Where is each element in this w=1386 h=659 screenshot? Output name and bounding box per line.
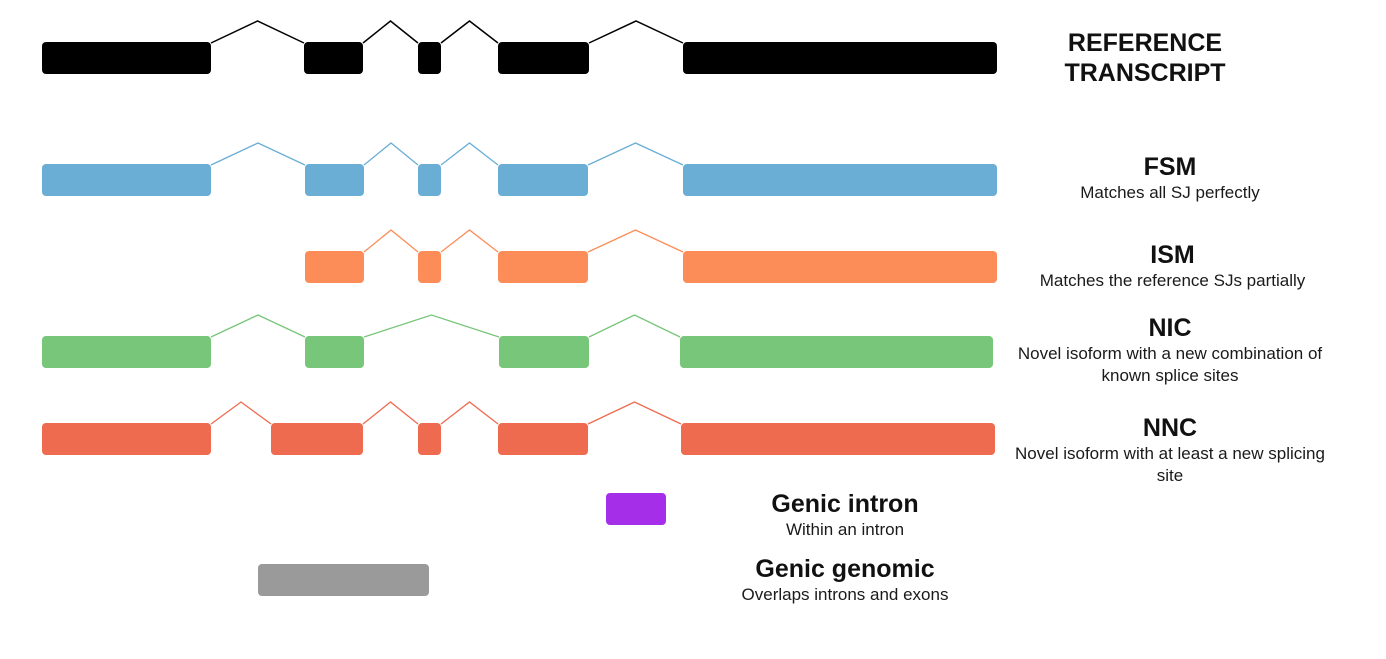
ism-exon-3 xyxy=(498,251,588,283)
ism-intron-2 xyxy=(440,229,499,253)
nnc-description: Novel isoform with at least a new splici… xyxy=(1015,444,1325,485)
fsm-exon-2 xyxy=(305,164,364,196)
fsm-intron-1 xyxy=(210,142,306,166)
genic-intron-exon xyxy=(606,493,666,525)
ism-intron-3 xyxy=(587,229,684,253)
reference-exon-2 xyxy=(304,42,363,74)
genic-genomic-title: Genic genomic xyxy=(755,555,935,583)
nnc-intron-4 xyxy=(587,401,682,425)
nic-exon-1 xyxy=(42,336,211,368)
genic-intron-title: Genic intron xyxy=(771,490,919,518)
nnc-title: NNC xyxy=(1142,414,1198,442)
track-ism xyxy=(305,229,997,283)
fsm-exon-3 xyxy=(418,164,441,196)
ism-title: ISM xyxy=(1150,241,1195,269)
reference-intron-4 xyxy=(588,20,684,44)
nic-description: Novel isoform with a new combination of … xyxy=(1017,344,1323,385)
reference-exon-4 xyxy=(498,42,589,74)
reference-intron-3 xyxy=(440,20,499,44)
nnc-intron-2 xyxy=(362,401,419,425)
genic-genomic-description: Overlaps introns and exons xyxy=(741,585,949,604)
fsm-intron-3 xyxy=(440,142,499,166)
track-reference xyxy=(42,20,997,74)
nnc-exon-2 xyxy=(271,423,363,455)
fsm-intron-4 xyxy=(587,142,684,166)
nic-title: NIC xyxy=(1148,314,1192,342)
genic-intron-description: Within an intron xyxy=(785,520,905,539)
genic-genomic-label: Genic genomic Overlaps introns and exons xyxy=(690,554,1000,606)
track-fsm xyxy=(42,142,997,196)
reference-transcript-label: REFERENCE TRANSCRIPT xyxy=(1030,28,1260,88)
track-nnc xyxy=(42,401,995,455)
nnc-exon-5 xyxy=(681,423,995,455)
track-genic-genomic xyxy=(258,564,429,596)
nic-exon-4 xyxy=(680,336,993,368)
fsm-exon-4 xyxy=(498,164,588,196)
fsm-description: Matches all SJ perfectly xyxy=(1080,183,1260,202)
fsm-label: FSM Matches all SJ perfectly xyxy=(1030,152,1310,204)
fsm-intron-2 xyxy=(363,142,419,166)
nic-intron-3 xyxy=(588,314,681,338)
genic-intron-label: Genic intron Within an intron xyxy=(720,489,970,541)
nnc-exon-1 xyxy=(42,423,211,455)
reference-exon-3 xyxy=(418,42,441,74)
nnc-exon-3 xyxy=(418,423,441,455)
ism-exon-1 xyxy=(305,251,364,283)
ism-intron-1 xyxy=(363,229,419,253)
reference-exon-1 xyxy=(42,42,211,74)
nnc-label: NNC Novel isoform with at least a new sp… xyxy=(1000,413,1340,487)
reference-exon-5 xyxy=(683,42,997,74)
ism-exon-4 xyxy=(683,251,997,283)
track-nic xyxy=(42,314,993,368)
track-genic-intron xyxy=(606,493,666,525)
nnc-exon-4 xyxy=(498,423,588,455)
nic-exon-3 xyxy=(499,336,589,368)
ism-description: Matches the reference SJs partially xyxy=(1039,271,1306,290)
nnc-intron-3 xyxy=(440,401,499,425)
reference-transcript-title: REFERENCE TRANSCRIPT xyxy=(1064,29,1226,87)
ism-label: ISM Matches the reference SJs partially xyxy=(1000,240,1345,292)
fsm-exon-5 xyxy=(683,164,997,196)
nnc-intron-1 xyxy=(210,401,272,425)
nic-intron-2 xyxy=(363,314,500,338)
nic-label: NIC Novel isoform with a new combination… xyxy=(1010,313,1330,387)
fsm-exon-1 xyxy=(42,164,211,196)
genic-genomic-exon xyxy=(258,564,429,596)
nic-intron-1 xyxy=(210,314,306,338)
fsm-title: FSM xyxy=(1143,153,1197,181)
nic-exon-2 xyxy=(305,336,364,368)
ism-exon-2 xyxy=(418,251,441,283)
reference-intron-1 xyxy=(210,20,305,44)
reference-intron-2 xyxy=(362,20,419,44)
